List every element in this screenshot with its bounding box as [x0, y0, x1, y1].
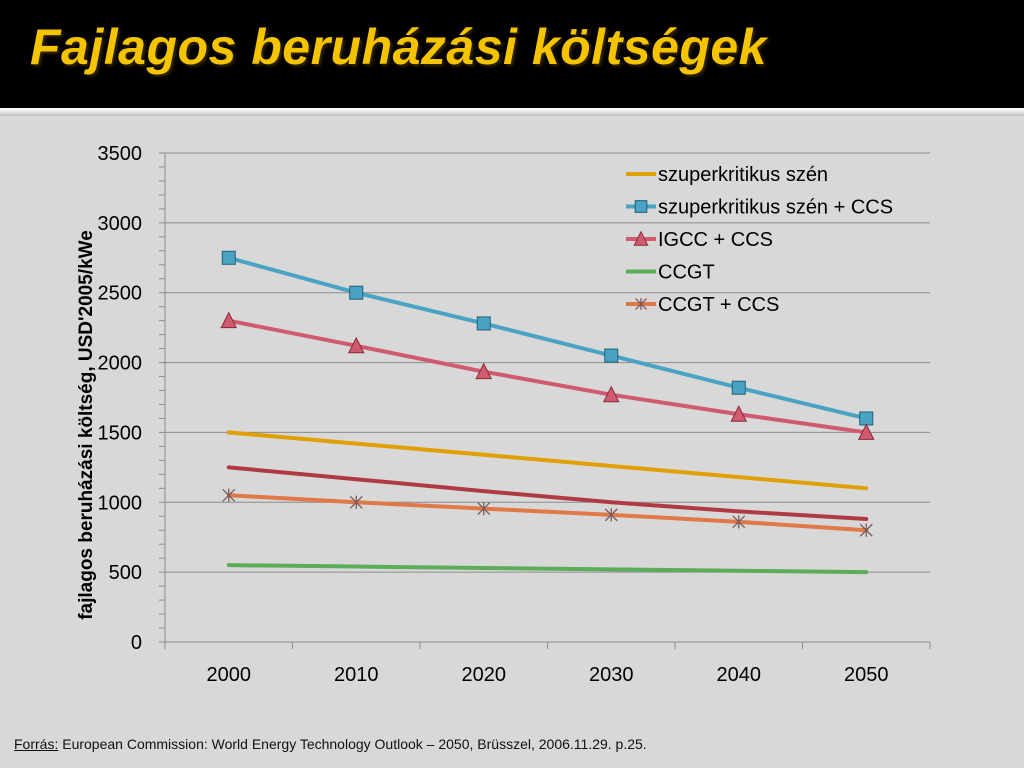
triangle-marker — [857, 423, 875, 440]
y-tick-label: 3500 — [98, 143, 143, 165]
star-marker — [604, 508, 618, 522]
series-5 — [226, 465, 869, 522]
square-marker — [634, 200, 648, 213]
star-marker — [635, 298, 647, 310]
x-tick-label: 2050 — [844, 664, 889, 686]
triangle-marker — [602, 385, 620, 403]
source-label: Forrás: — [14, 736, 59, 752]
series-line — [226, 255, 869, 421]
legend-label: IGCC + CCS — [658, 229, 773, 251]
square-marker — [604, 348, 619, 363]
y-tick-label: 2000 — [98, 353, 143, 375]
header-divider — [0, 108, 1024, 116]
star-marker — [477, 501, 491, 516]
legend-label: CCGT — [658, 262, 715, 284]
triangle-marker — [220, 311, 238, 329]
legend-label: szuperkritikus szén + CCS — [658, 197, 893, 219]
x-tick-label: 2010 — [334, 664, 379, 686]
series-3 — [226, 563, 869, 575]
legend-item: CCGT — [626, 262, 715, 284]
series-1 — [221, 250, 874, 426]
x-tick-label: 2000 — [207, 664, 252, 686]
x-tick-label: 2020 — [462, 664, 507, 686]
square-marker — [859, 411, 874, 426]
triangle-marker — [633, 230, 649, 246]
square-marker — [349, 285, 364, 300]
x-tick-label: 2030 — [589, 664, 634, 686]
y-tick-label: 2500 — [98, 283, 143, 305]
star-marker — [222, 488, 236, 502]
chart-axes: 0 500 1000 1500 2000 2500 3000 3500 2000 2010 2020… — [98, 143, 931, 686]
triangle-marker — [730, 405, 748, 422]
y-tick-label: 1500 — [98, 422, 143, 444]
triangle-marker — [475, 362, 493, 380]
y-axis-title: fajlagos beruházási költség, USD'2005/kW… — [76, 230, 97, 620]
legend-label: szuperkritikus szén — [658, 164, 828, 186]
series-2 — [220, 311, 875, 440]
y-tick-label: 3000 — [98, 213, 143, 235]
series-line — [226, 563, 869, 575]
series-0 — [226, 430, 869, 491]
square-marker — [221, 250, 236, 265]
series-line — [226, 430, 869, 491]
star-marker — [732, 515, 746, 529]
series-line — [226, 493, 869, 533]
slide-header: Fajlagos beruházási költségek — [0, 0, 1024, 108]
chart-legend: szuperkritikus szén szuperkritikus szén +… — [626, 164, 893, 316]
y-tick-label: 1000 — [98, 492, 143, 514]
legend-label: CCGT + CCS — [658, 294, 779, 316]
slide-title: Fajlagos beruházási költségek — [30, 19, 767, 75]
legend-item: szuperkritikus szén — [626, 164, 828, 186]
y-tick-label: 0 — [131, 632, 142, 654]
x-tick-label: 2040 — [717, 664, 762, 686]
triangle-marker — [347, 336, 365, 354]
legend-item: CCGT + CCS — [626, 294, 779, 316]
series-4 — [222, 488, 873, 537]
series-line — [226, 318, 869, 435]
source-text: European Commission: World Energy Techno… — [62, 736, 647, 752]
chart-gridlines — [165, 152, 930, 573]
series-line — [226, 465, 869, 522]
square-marker — [731, 380, 746, 395]
legend-item: szuperkritikus szén + CCS — [626, 197, 893, 219]
star-marker — [859, 523, 873, 537]
star-marker — [349, 495, 363, 509]
y-tick-label: 500 — [109, 562, 142, 584]
square-marker — [476, 316, 491, 331]
source-citation: Forrás: European Commission: World Energ… — [14, 736, 647, 752]
chart-series — [220, 250, 875, 575]
legend-item: IGCC + CCS — [626, 229, 773, 251]
